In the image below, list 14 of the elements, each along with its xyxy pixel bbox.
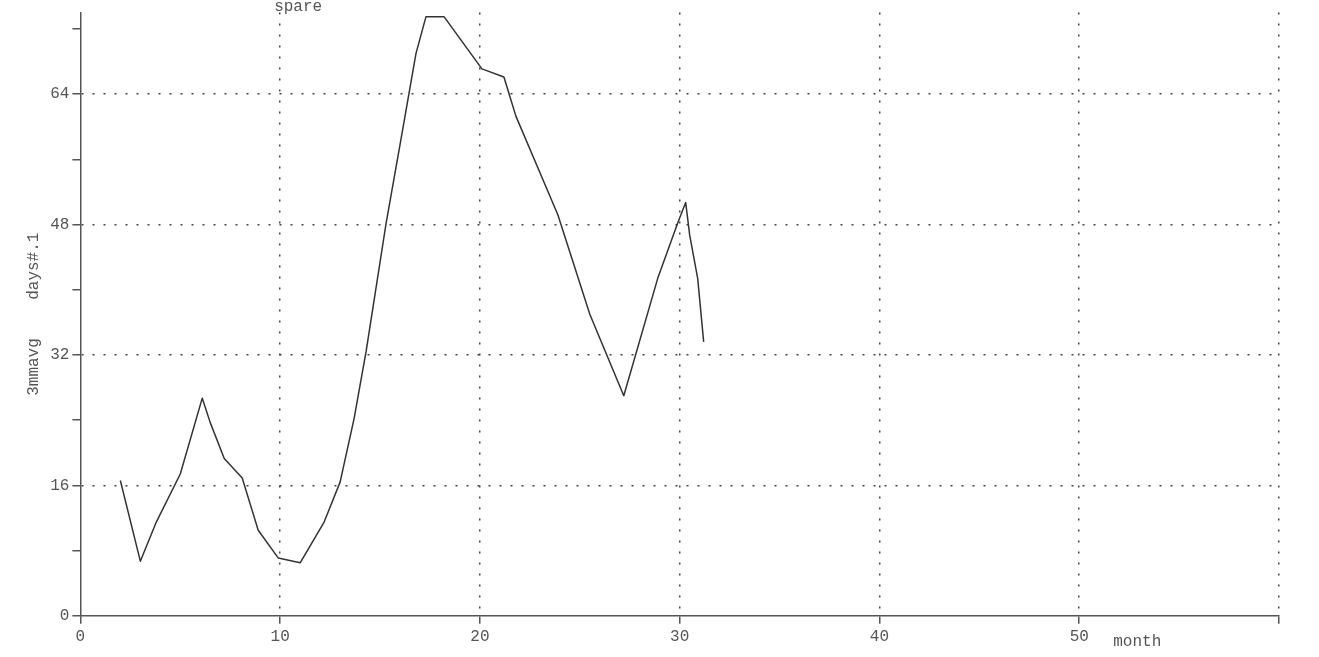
y-tick-label: 0 [59, 607, 70, 626]
x-tick-label: 10 [270, 627, 290, 646]
x-tick-label: 20 [470, 627, 490, 646]
y-axis-title: 3mmavg days#.1 [24, 232, 43, 396]
x-tick-label: 50 [1069, 627, 1089, 646]
y-tick-label: 16 [50, 476, 70, 495]
x-axis-title: month [1113, 633, 1162, 652]
y-tick-label: 48 [50, 215, 70, 234]
x-tick-label: 30 [670, 627, 690, 646]
annotation: spare [274, 0, 323, 16]
x-tick-label: 0 [75, 627, 86, 646]
x-tick-label: 40 [869, 627, 890, 646]
y-tick-label: 32 [50, 346, 70, 365]
y-tick-label: 64 [50, 85, 70, 104]
